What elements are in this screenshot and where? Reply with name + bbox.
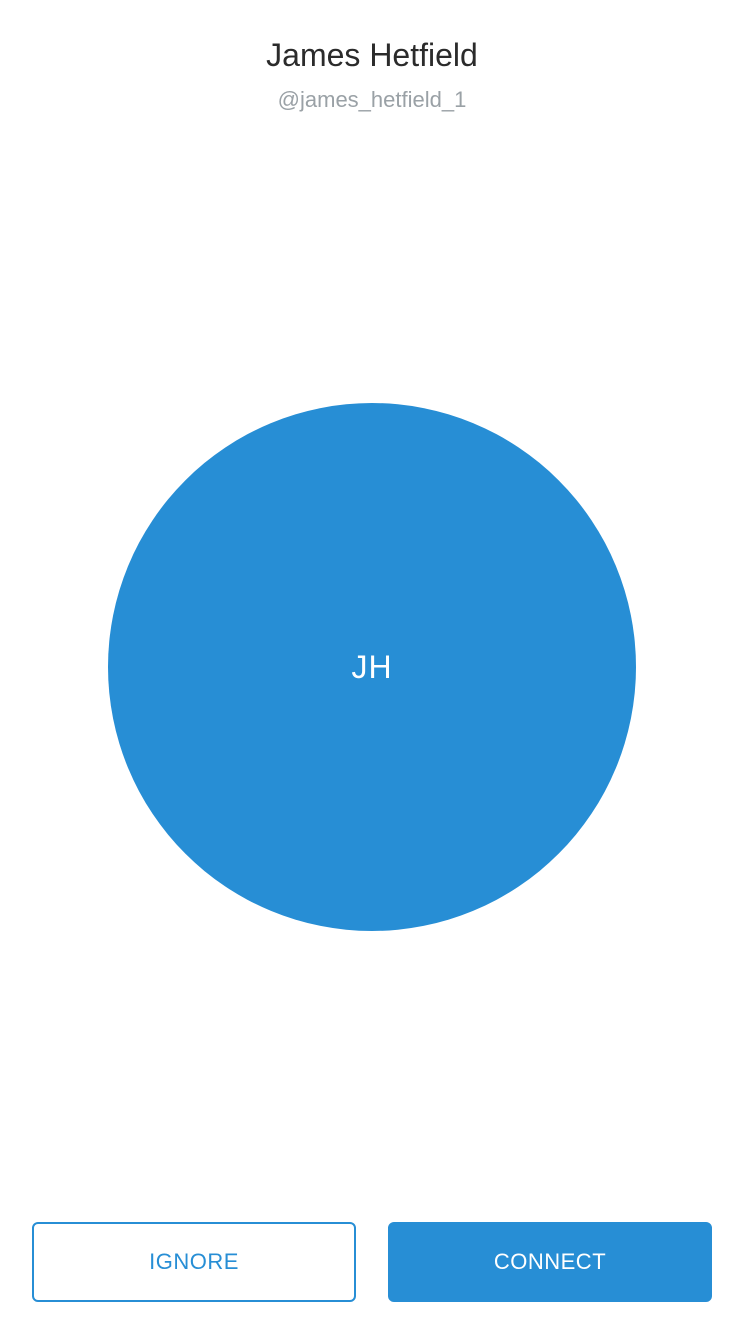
profile-handle: @james_hetfield_1 (277, 87, 467, 112)
ignore-button[interactable]: IGNORE (32, 1222, 356, 1302)
avatar: JH (108, 403, 636, 931)
ignore-button-label: IGNORE (149, 1249, 239, 1274)
profile-name: James Hetfield (266, 37, 478, 73)
connect-button[interactable]: CONNECT (388, 1222, 712, 1302)
avatar-initials: JH (351, 648, 393, 685)
connect-button-label: CONNECT (493, 1249, 607, 1274)
